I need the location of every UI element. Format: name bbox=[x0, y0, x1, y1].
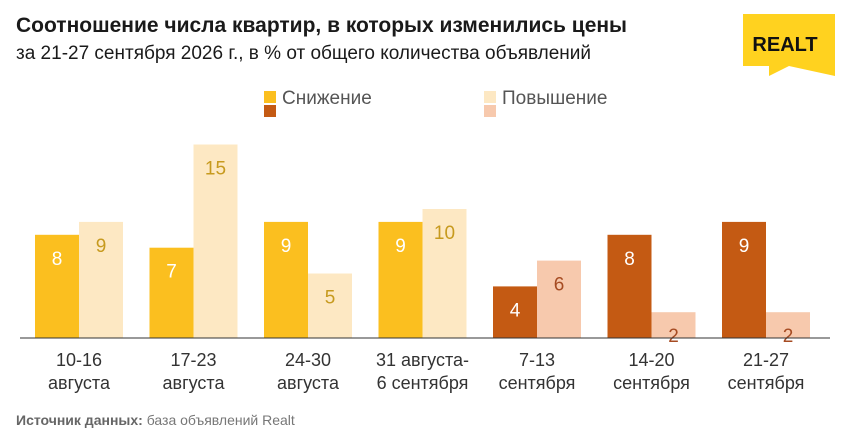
realt-logo: REALT bbox=[743, 14, 835, 76]
x-tick-label-1-0: 17-23 bbox=[170, 350, 216, 370]
data-label-increase-3: 10 bbox=[434, 223, 455, 244]
data-label-decrease-6: 9 bbox=[739, 236, 750, 257]
bar-increase-4 bbox=[537, 260, 581, 338]
data-label-increase-0: 9 bbox=[96, 236, 107, 257]
data-label-increase-2: 5 bbox=[325, 288, 336, 309]
x-tick-label-3-1: 6 сентября bbox=[377, 373, 469, 393]
data-label-increase-4: 6 bbox=[554, 275, 565, 296]
source-text: база объявлений Realt bbox=[146, 412, 295, 428]
bar-decrease-3 bbox=[378, 221, 423, 338]
legend-swatch-increase-secondary bbox=[484, 105, 496, 117]
x-tick-label-6-1: сентября bbox=[728, 373, 805, 393]
bar-decrease-4 bbox=[493, 286, 537, 338]
logo-text: REALT bbox=[752, 34, 817, 56]
bar-decrease-0 bbox=[35, 234, 79, 338]
x-tick-label-1-1: августа bbox=[163, 373, 226, 393]
bar-decrease-2 bbox=[264, 221, 308, 338]
bar-increase-3 bbox=[422, 209, 467, 338]
x-tick-label-6-0: 21-27 bbox=[743, 350, 789, 370]
source-label: Источник данных: bbox=[16, 412, 143, 428]
logo-badge bbox=[743, 14, 835, 76]
x-tick-label-4-0: 7-13 bbox=[519, 350, 555, 370]
data-label-increase-6: 2 bbox=[783, 326, 794, 347]
bar-increase-5 bbox=[651, 312, 696, 338]
data-label-increase-5: 2 bbox=[668, 326, 679, 347]
data-label-decrease-3: 9 bbox=[395, 236, 406, 257]
x-tick-label-2-0: 24-30 bbox=[285, 350, 331, 370]
bar-increase-2 bbox=[308, 273, 352, 338]
legend-swatch-decrease-secondary bbox=[264, 105, 276, 117]
source-note: Источник данных: база объявлений Realt bbox=[16, 412, 295, 428]
bar-increase-6 bbox=[766, 312, 810, 338]
x-tick-label-0-1: августа bbox=[48, 373, 111, 393]
data-label-decrease-5: 8 bbox=[624, 249, 635, 270]
x-tick-label-0-0: 10-16 bbox=[56, 350, 102, 370]
x-tick-label-2-1: августа bbox=[277, 373, 340, 393]
bar-increase-1 bbox=[193, 144, 238, 338]
legend-label-decrease: Снижение bbox=[282, 88, 372, 109]
x-tick-label-3-0: 31 августа- bbox=[376, 350, 469, 370]
chart-title: Соотношение числа квартир, в которых изм… bbox=[16, 14, 627, 37]
chart-subtitle: за 21-27 сентября 2026 г., в % от общего… bbox=[16, 43, 592, 64]
x-tick-label-4-1: сентября bbox=[499, 373, 576, 393]
data-label-decrease-4: 4 bbox=[510, 300, 521, 321]
legend-swatch-decrease-primary bbox=[264, 91, 276, 103]
x-tick-label-5-0: 14-20 bbox=[628, 350, 674, 370]
bar-chart: 8 9 10-16 августа 7 15 17-23 августа 9 5 24-30 авгу… bbox=[20, 144, 830, 393]
bar-decrease-6 bbox=[722, 221, 766, 338]
x-tick-label-5-1: сентября bbox=[613, 373, 690, 393]
legend-label-increase: Повышение bbox=[502, 88, 608, 109]
data-label-decrease-0: 8 bbox=[52, 249, 63, 270]
legend-swatch-increase-primary bbox=[484, 91, 496, 103]
bar-decrease-1 bbox=[149, 247, 194, 338]
bar-increase-0 bbox=[79, 221, 123, 338]
bar-decrease-5 bbox=[607, 234, 652, 338]
data-label-increase-1: 15 bbox=[205, 159, 226, 180]
data-label-decrease-1: 7 bbox=[166, 262, 177, 283]
data-label-decrease-2: 9 bbox=[281, 236, 292, 257]
